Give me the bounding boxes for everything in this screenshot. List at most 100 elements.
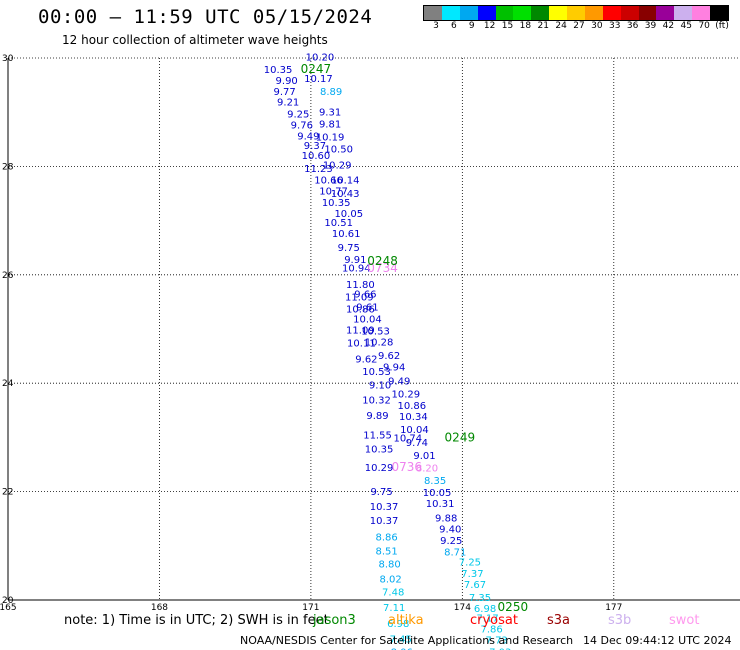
wave-height-label: 10.35 xyxy=(322,198,351,209)
wave-height-label: 9.10 xyxy=(369,381,391,392)
color-swatch xyxy=(567,6,585,20)
wave-height-label: 10.05 xyxy=(334,209,363,220)
wave-height-label: 7.03 xyxy=(489,647,511,650)
wave-height-label: 9.75 xyxy=(338,243,360,254)
pass-time-label: 0248 xyxy=(367,254,398,268)
wave-height-label: 10.04 xyxy=(400,425,429,436)
credit-text: NOAA/NESDIS Center for Satellite Applica… xyxy=(240,634,574,647)
wave-height-label: 10.94 xyxy=(342,264,371,275)
wave-height-label: 8.35 xyxy=(424,476,446,487)
wave-height-label: 9.94 xyxy=(383,363,405,374)
wave-height-label: 9.89 xyxy=(366,411,388,422)
wave-height-label: 8.02 xyxy=(380,575,402,586)
wave-height-label: 10.53 xyxy=(361,326,390,337)
wave-height-label: 10.32 xyxy=(362,395,391,406)
x-tick-label: 171 xyxy=(302,603,319,613)
color-swatch xyxy=(656,6,675,20)
wave-height-label: 7.17 xyxy=(476,614,498,625)
wave-height-label: 8.51 xyxy=(375,546,397,557)
wave-height-label: 8.80 xyxy=(379,559,401,570)
x-tick-label: 177 xyxy=(605,603,622,613)
y-tick-label: 30 xyxy=(2,54,14,64)
wave-height-label: 8.89 xyxy=(320,87,342,98)
color-scale-label: 21 xyxy=(537,21,549,31)
wave-height-label: 10.19 xyxy=(316,132,345,143)
color-scale-labels: 3 6 9 12 15 18 21 24 27 30 33 36 39 42 45 70 (ft) xyxy=(423,21,729,35)
wave-height-label: 9.49 xyxy=(388,376,410,387)
color-scale-label: 12 xyxy=(483,21,496,31)
color-scale-label: (ft) xyxy=(715,21,729,31)
pass-time-label: 0736 xyxy=(392,460,423,474)
mission-legend-item: altika xyxy=(388,613,424,628)
wave-height-label: 10.66 xyxy=(314,176,343,187)
color-scale-label: 6 xyxy=(450,21,457,31)
color-scale-label: 30 xyxy=(591,21,603,31)
wave-height-label: 10.28 xyxy=(365,337,394,348)
color-scale-label: 33 xyxy=(609,21,621,31)
color-swatch xyxy=(477,6,496,20)
color-swatch xyxy=(710,6,728,20)
wave-height-label: 7.48 xyxy=(382,588,404,599)
color-swatch xyxy=(459,6,478,20)
wave-height-label: 10.14 xyxy=(331,176,360,187)
footer-note: note: 1) Time is in UTC; 2) SWH is in fe… xyxy=(64,613,329,628)
mission-legend-item: s3b xyxy=(608,613,632,628)
wave-height-label: 10.05 xyxy=(423,488,452,499)
wave-height-label: 10.04 xyxy=(353,314,382,325)
wave-height-label: 9.91 xyxy=(344,255,366,266)
color-swatch xyxy=(638,6,657,20)
wave-height-label: 6.98 xyxy=(474,604,496,615)
color-swatch xyxy=(495,6,514,20)
wave-height-label: 10.11 xyxy=(347,338,376,349)
wave-height-label: 9.37 xyxy=(304,141,326,152)
wave-height-label: 10.37 xyxy=(370,502,399,513)
wave-height-label: 9.90 xyxy=(276,76,298,87)
color-swatch xyxy=(549,6,567,20)
x-tick-label: 165 xyxy=(0,603,17,613)
wave-height-label: 10.86 xyxy=(346,305,375,316)
wave-height-label: 7.11 xyxy=(383,603,405,614)
wave-height-label: 9.77 xyxy=(274,87,296,98)
wave-height-label: 9.25 xyxy=(287,110,309,121)
mission-legend-item: cryosat xyxy=(470,613,518,628)
pass-time-label: 0250 xyxy=(498,600,529,614)
wave-height-label: 9.74 xyxy=(406,438,428,449)
mission-legend-item: s3a xyxy=(547,613,571,628)
wave-height-label: 7.67 xyxy=(464,580,486,591)
wave-height-label: 10.60 xyxy=(302,151,331,162)
wave-height-label: 7.25 xyxy=(459,557,481,568)
wave-height-label: 6.98 xyxy=(387,619,409,630)
wave-height-label: 9.62 xyxy=(355,355,377,366)
wave-height-label: 10.74 xyxy=(394,434,423,445)
wave-height-label: 9.21 xyxy=(277,98,299,109)
wave-height-label: 8.86 xyxy=(375,532,397,543)
pass-time-label: 0734 xyxy=(367,261,398,275)
chart-title: 00:00 – 11:59 UTC 05/15/2024 xyxy=(38,6,373,28)
y-tick-label: 22 xyxy=(2,488,13,498)
wave-height-label: 7.35 xyxy=(469,593,491,604)
wave-height-label: 8.06 xyxy=(391,647,413,650)
color-scale-label: 36 xyxy=(626,21,639,31)
color-swatch xyxy=(584,6,603,20)
color-scale-label: 39 xyxy=(644,21,657,31)
color-swatch xyxy=(513,6,532,20)
wave-height-label: 10.17 xyxy=(304,74,333,85)
wave-height-label: 11.09 xyxy=(345,292,374,303)
color-scale-label: 27 xyxy=(573,21,585,31)
wave-height-label: 9.61 xyxy=(356,303,378,314)
color-scale-bar xyxy=(423,5,729,21)
x-tick-label: 174 xyxy=(454,603,471,613)
wave-height-label: 10.51 xyxy=(324,218,353,229)
y-tick-label: 20 xyxy=(2,596,14,606)
wave-height-label: 11.09 xyxy=(346,325,375,336)
wave-height-label: 9.75 xyxy=(370,487,392,498)
y-tick-label: 26 xyxy=(2,271,14,281)
x-tick-label: 168 xyxy=(151,603,168,613)
wave-height-label: 10.50 xyxy=(324,144,353,155)
generation-timestamp: 14 Dec 09:44:12 UTC 2024 xyxy=(583,634,732,647)
color-scale-label: 42 xyxy=(662,21,675,31)
color-scale-label: 3 xyxy=(433,21,439,31)
wave-height-label: 7.37 xyxy=(461,569,483,580)
color-swatch xyxy=(620,6,639,20)
wave-height-label: 9.40 xyxy=(439,524,461,535)
